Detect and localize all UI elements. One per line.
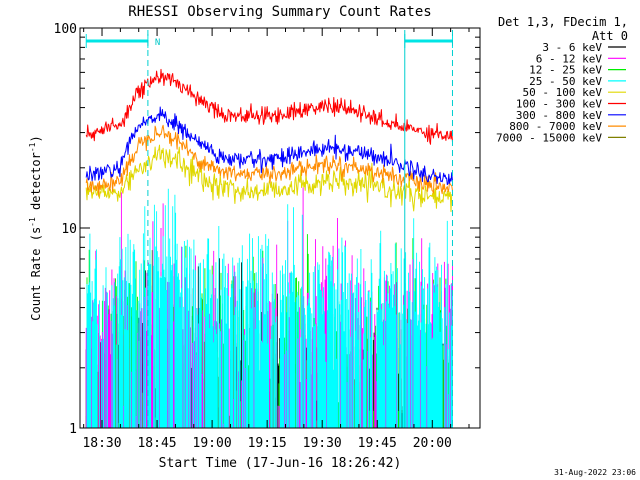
x-tick-label: 19:45 bbox=[358, 436, 397, 451]
series-800-7000-kev bbox=[85, 124, 453, 197]
legend-header-line2: Att 0 bbox=[592, 29, 628, 43]
x-tick-label: 18:30 bbox=[82, 436, 121, 451]
legend-label: 25 - 50 keV bbox=[529, 75, 602, 88]
series-bars bbox=[86, 188, 453, 428]
x-tick-label: 19:30 bbox=[303, 436, 342, 451]
y-tick-label: 10 bbox=[61, 222, 77, 237]
series-line bbox=[85, 68, 453, 145]
chart-title: RHESSI Observing Summary Count Rates bbox=[128, 4, 431, 20]
series-300-800-kev bbox=[85, 106, 453, 186]
x-axis-label: Start Time (17-Jun-16 18:26:42) bbox=[159, 456, 402, 471]
attenuator-marker: N bbox=[155, 38, 160, 48]
legend-label: 100 - 300 keV bbox=[516, 98, 602, 111]
x-tick-label: 19:00 bbox=[193, 436, 232, 451]
x-tick-label: 20:00 bbox=[413, 436, 452, 451]
series-layer bbox=[85, 68, 453, 428]
y-axis-label: Count Rate (s-1 detector-1) bbox=[28, 135, 43, 320]
legend-label: 7000 - 15000 keV bbox=[496, 131, 602, 144]
series-25-50-kev bbox=[86, 188, 453, 428]
overlay-layer: N bbox=[85, 30, 453, 428]
x-tick-label: 18:45 bbox=[137, 436, 176, 451]
legend-header-line1: Det 1,3, FDecim 1, bbox=[498, 15, 628, 29]
legend-label: 12 - 25 keV bbox=[529, 64, 602, 77]
y-tick-label: 100 bbox=[54, 22, 77, 37]
axes-layer: 1 10 100 18:30 18:45 19:00 19:15 19:30 19:45 20:0… bbox=[54, 22, 480, 451]
legend-label: 50 - 100 keV bbox=[523, 86, 603, 99]
series-line bbox=[85, 106, 453, 186]
x-tick-label: 19:15 bbox=[248, 436, 287, 451]
legend-label: 6 - 12 keV bbox=[536, 52, 603, 65]
legend-label: 3 - 6 keV bbox=[542, 41, 602, 54]
footer-timestamp: 31-Aug-2022 23:06 bbox=[554, 468, 636, 477]
series-100-300-kev bbox=[85, 68, 453, 145]
legend-label: 300 - 800 keV bbox=[516, 109, 602, 122]
series-line bbox=[85, 124, 453, 197]
y-tick-label: 1 bbox=[69, 422, 77, 437]
legend-label: 800 - 7000 keV bbox=[509, 120, 602, 133]
